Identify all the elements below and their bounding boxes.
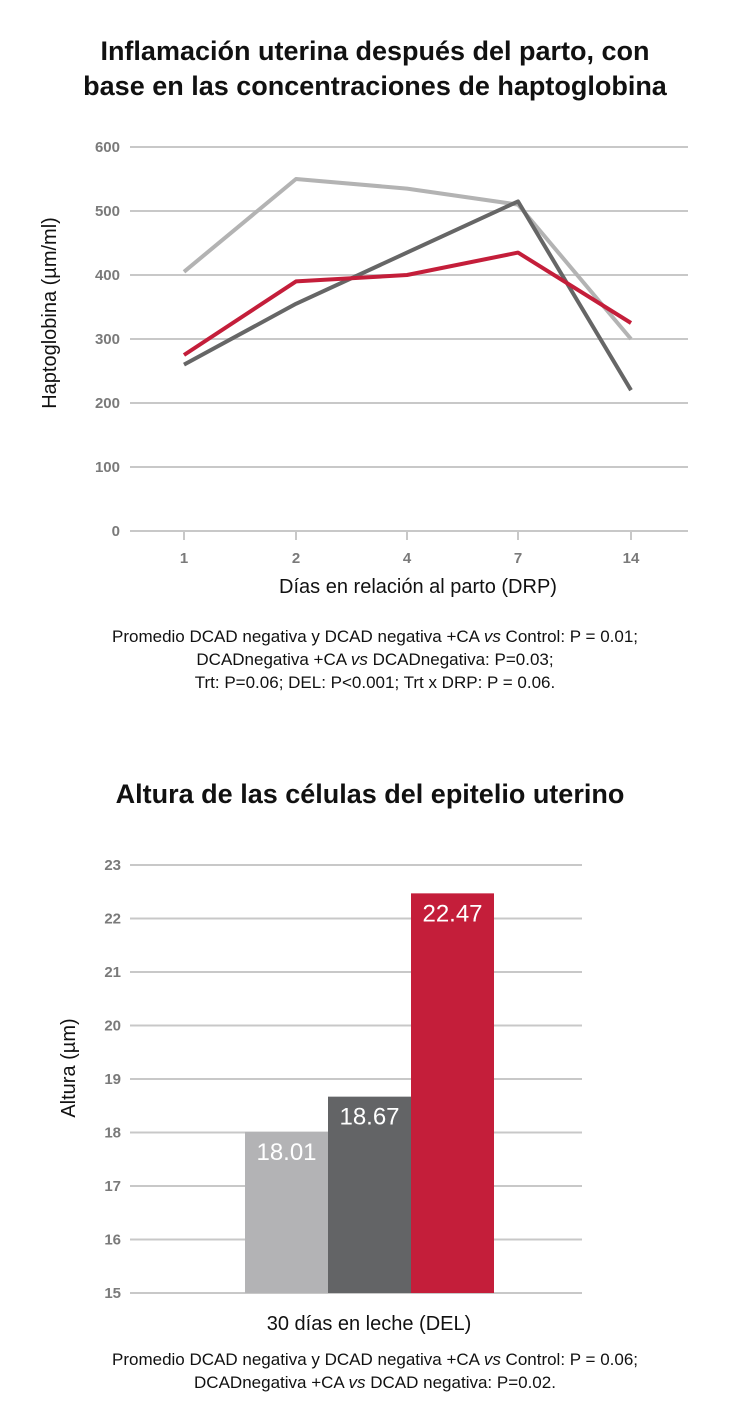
bar-chart-y-axis-label: Altura (µm) — [58, 1018, 80, 1117]
y-tick-label: 21 — [104, 964, 121, 981]
line-chart-footnote: Promedio DCAD negativa y DCAD negativa +… — [0, 625, 750, 694]
bar-chart-bars: 18.01 18.67 22.47 — [245, 893, 494, 1293]
x-tick-label: 4 — [403, 550, 412, 567]
bar-value-label: 18.01 — [256, 1139, 316, 1166]
bar-chart-gridlines — [130, 864, 582, 1294]
y-tick-label: 600 — [95, 139, 120, 156]
y-tick-label: 400 — [95, 267, 120, 284]
x-tick-label: 1 — [180, 550, 188, 567]
footnote-line: Trt: P=0.06; DEL: P<0.001; Trt x DRP: P … — [194, 673, 556, 692]
series-line-2 — [183, 199, 633, 392]
line-chart-gridlines — [130, 146, 688, 532]
y-tick-label: 22 — [104, 911, 121, 928]
y-tick-label: 20 — [104, 1018, 121, 1035]
series-line-1 — [182, 177, 633, 341]
y-tick-label: 200 — [95, 395, 120, 412]
y-tick-label: 17 — [104, 1178, 121, 1195]
y-tick-label: 100 — [95, 459, 120, 476]
haptoglobin-line-chart: 0 100 200 300 400 500 600 1 2 4 7 14 Días en relac… — [39, 139, 688, 598]
bar-chart-x-axis-label: 30 días en leche (DEL) — [267, 1313, 472, 1335]
footnote-line: DCADnegativa +CA vs DCADnegativa: P=0.03… — [196, 650, 554, 669]
series-line-3 — [182, 250, 633, 357]
bar-chart-y-ticks: 15 16 17 18 19 20 21 22 23 — [104, 857, 121, 1302]
x-tick-label: 2 — [292, 550, 300, 567]
line-chart-y-axis-label: Haptoglobina (µm/ml) — [39, 217, 61, 409]
chart-title-epithelium: Altura de las células del epitelio uteri… — [115, 779, 625, 809]
line-chart-y-ticks: 0 100 200 300 400 500 600 — [95, 139, 120, 540]
bar-2 — [328, 1096, 411, 1293]
footnote-line: Promedio DCAD negativa y DCAD negativa +… — [112, 627, 638, 646]
y-tick-label: 18 — [104, 1125, 121, 1142]
footnote-line: DCADnegativa +CA vs DCAD negativa: P=0.0… — [194, 1373, 556, 1392]
bar-value-label: 18.67 — [339, 1104, 399, 1131]
y-tick-label: 300 — [95, 331, 120, 348]
line-chart-x-ticks: 1 2 4 7 14 — [180, 531, 640, 567]
y-tick-label: 15 — [104, 1285, 121, 1302]
y-tick-label: 500 — [95, 203, 120, 220]
x-tick-label: 7 — [514, 550, 522, 567]
line-chart-x-axis-label: Días en relación al parto (DRP) — [279, 576, 557, 598]
x-tick-label: 14 — [623, 550, 640, 567]
y-tick-label: 0 — [112, 523, 120, 540]
bar-value-label: 22.47 — [422, 900, 482, 927]
y-tick-label: 19 — [104, 1071, 121, 1088]
bar-3 — [411, 893, 494, 1293]
chart-title-line-1: Inflamación uterina después del parto, c… — [100, 36, 650, 66]
bar-1 — [245, 1131, 328, 1293]
y-tick-label: 16 — [104, 1232, 121, 1249]
y-tick-label: 23 — [104, 857, 121, 874]
footnote-line: Promedio DCAD negativa y DCAD negativa +… — [112, 1350, 638, 1369]
bar-chart-footnote: Promedio DCAD negativa y DCAD negativa +… — [0, 1348, 750, 1394]
chart-title-line-2: base en las concentraciones de haptoglob… — [83, 71, 667, 101]
line-chart-series — [182, 177, 633, 392]
chart-title-haptoglobin: Inflamación uterina después del parto, c… — [0, 34, 750, 104]
